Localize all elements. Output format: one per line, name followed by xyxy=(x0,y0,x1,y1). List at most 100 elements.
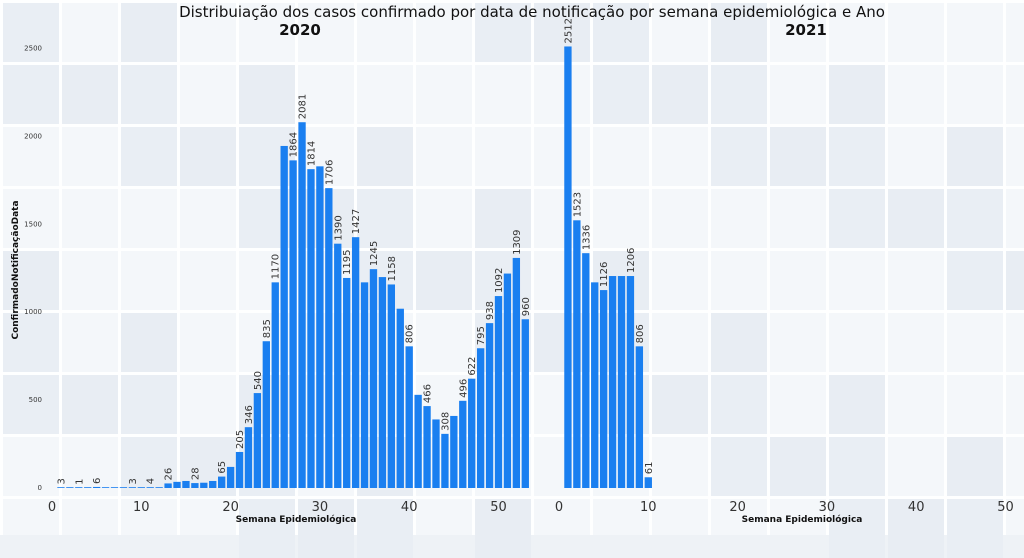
x-tick-label: 30 xyxy=(819,500,836,515)
background-tile xyxy=(357,189,413,248)
data-label: 795 xyxy=(476,326,487,345)
data-label: 1245 xyxy=(369,241,380,266)
background-tile xyxy=(711,437,767,496)
bar xyxy=(173,481,181,488)
background-tile xyxy=(3,65,59,124)
bar xyxy=(164,483,172,488)
data-label: 1170 xyxy=(271,254,282,279)
data-label: 496 xyxy=(458,379,469,398)
background-tile xyxy=(121,127,177,186)
data-label: 835 xyxy=(262,319,273,338)
data-label: 806 xyxy=(635,324,646,343)
bar xyxy=(582,253,590,488)
bar xyxy=(101,487,110,488)
bar xyxy=(405,346,413,488)
y-axis-title: ConfirmadoNotificaçãoData xyxy=(11,200,21,339)
x-axis-title: Semana Epidemiológica xyxy=(236,514,357,525)
panel-2021: 2021 0 10 20 30 40 50 Semana Epidemiológica 2512… xyxy=(555,18,1014,525)
bar xyxy=(441,433,449,488)
bar xyxy=(396,308,404,488)
bar xyxy=(617,276,626,488)
data-label: 1309 xyxy=(512,229,523,254)
bar xyxy=(432,419,440,488)
bar xyxy=(423,406,431,488)
x-tick-label: 0 xyxy=(48,500,56,515)
background-tile xyxy=(3,375,59,434)
background-tile xyxy=(947,251,1003,310)
bar xyxy=(351,237,360,488)
x-tick-label: 40 xyxy=(401,500,418,515)
background-tile xyxy=(947,127,1003,186)
bar xyxy=(369,269,378,488)
bar xyxy=(271,282,279,488)
x-tick-label: 20 xyxy=(729,500,746,515)
data-label: 2081 xyxy=(298,94,309,119)
background-tile xyxy=(711,313,767,372)
data-label: 1206 xyxy=(626,248,637,273)
background-tile xyxy=(475,3,531,62)
background-tile xyxy=(711,127,767,186)
bar xyxy=(110,487,119,488)
data-label: 1126 xyxy=(599,262,610,287)
data-label: 205 xyxy=(235,430,246,449)
x-tick-label: 50 xyxy=(997,500,1014,515)
y-tick-label: 1000 xyxy=(24,308,42,316)
background-tile xyxy=(770,437,826,496)
data-label: 3 xyxy=(56,478,67,484)
background-tile xyxy=(593,3,649,62)
bar xyxy=(325,188,333,488)
background-tile xyxy=(829,65,885,124)
data-label: 346 xyxy=(244,405,255,424)
data-label: 1427 xyxy=(351,209,362,234)
data-label: 2512 xyxy=(563,18,574,43)
bar xyxy=(512,257,521,488)
background-grid xyxy=(0,0,1024,535)
background-tile xyxy=(3,251,59,310)
bar xyxy=(146,487,154,488)
bar xyxy=(235,451,244,488)
data-label: 1814 xyxy=(306,141,317,166)
background-tile xyxy=(652,65,708,124)
x-tick-label: 10 xyxy=(640,500,657,515)
background-tile xyxy=(475,251,531,310)
data-label: 1158 xyxy=(387,256,398,281)
data-label: 1195 xyxy=(342,250,353,275)
y-tick-label: 2000 xyxy=(24,132,42,140)
bar xyxy=(75,487,83,488)
background-tile xyxy=(711,375,767,434)
bar xyxy=(155,487,163,488)
bar xyxy=(191,483,199,488)
bar xyxy=(137,487,145,488)
background-tile xyxy=(62,375,118,434)
bar xyxy=(573,220,581,488)
data-label: 1523 xyxy=(572,192,583,217)
background-tile xyxy=(829,437,885,496)
background-tile xyxy=(62,65,118,124)
bar xyxy=(218,476,226,488)
data-label: 1336 xyxy=(581,225,592,250)
background-tile xyxy=(121,65,177,124)
background-tile xyxy=(121,313,177,372)
bar xyxy=(591,282,599,488)
x-tick-label: 10 xyxy=(133,500,150,515)
background-tile xyxy=(829,127,885,186)
background-tile xyxy=(416,251,472,310)
bar xyxy=(334,243,342,488)
background-tile xyxy=(121,3,177,62)
data-label: 540 xyxy=(253,371,264,390)
data-label: 1864 xyxy=(289,132,300,157)
y-tick-label: 2500 xyxy=(24,45,42,53)
background-tile xyxy=(3,313,59,372)
bar xyxy=(503,273,512,488)
bar xyxy=(298,122,306,488)
x-tick-label: 40 xyxy=(908,500,925,515)
bar xyxy=(307,169,315,489)
bar xyxy=(244,427,253,488)
bar xyxy=(564,46,572,489)
background-tile xyxy=(475,189,531,248)
y-tick-label: 1500 xyxy=(24,220,42,228)
bar xyxy=(494,296,503,488)
bar xyxy=(84,487,92,488)
background-tile xyxy=(534,3,590,62)
bar xyxy=(343,277,351,488)
